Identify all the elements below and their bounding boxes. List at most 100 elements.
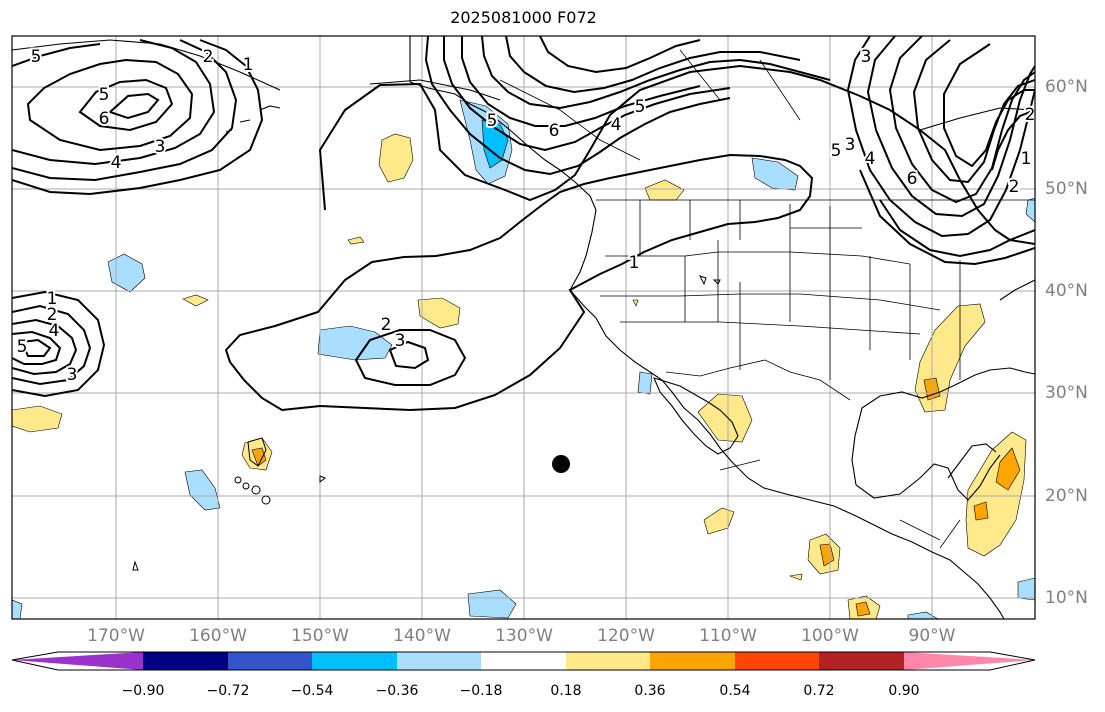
shading-layer xyxy=(12,99,1035,619)
lat-label-30n: 30°N xyxy=(1045,383,1088,403)
contour-bering-7 xyxy=(12,43,101,67)
contour-1-eastpac xyxy=(224,153,814,412)
colorbar-tick-label: 0.18 xyxy=(550,683,582,699)
colorbar-tick-label: −0.54 xyxy=(290,683,334,699)
lat-label-60n: 60°N xyxy=(1045,77,1088,97)
negative-anomaly-area xyxy=(317,325,393,361)
colorbar xyxy=(11,651,1036,671)
positive-anomaly-area xyxy=(697,393,753,443)
contour-label: 1 xyxy=(1021,149,1032,169)
lat-label-20n: 20°N xyxy=(1045,486,1088,506)
contour-alaska-inner-6 xyxy=(539,36,701,74)
contour-1-gulf xyxy=(318,64,1035,245)
colorbar-tick-label: −0.36 xyxy=(375,683,419,699)
contour-label: 1 xyxy=(243,55,254,75)
contour-alaska-inner-3 xyxy=(461,36,701,127)
colorbar-segment xyxy=(566,652,650,670)
positive-anomaly-core xyxy=(855,601,871,617)
colorbar-tick-label: 0.54 xyxy=(719,683,751,699)
storm-position-marker xyxy=(552,455,570,473)
negative-anomaly-area xyxy=(1017,577,1035,601)
lon-label-100w: 100°W xyxy=(801,626,859,646)
contour-bering-3 xyxy=(12,39,216,166)
positive-anomaly-area xyxy=(378,133,414,183)
contour-label: 3 xyxy=(67,365,78,385)
lon-label-130w: 130°W xyxy=(495,626,553,646)
positive-anomaly-area xyxy=(632,299,639,307)
contour-west-low-3 xyxy=(12,318,78,376)
lat-label-40n: 40°N xyxy=(1045,281,1088,301)
contour-label: 5 xyxy=(31,47,42,67)
contour-west-low-5 xyxy=(20,338,52,357)
contour-label: 6 xyxy=(907,169,918,189)
negative-anomaly-area xyxy=(12,599,23,619)
map-title: 2025081000 F072 xyxy=(450,8,597,27)
positive-anomaly-core xyxy=(995,447,1021,491)
lon-label-150w: 150°W xyxy=(291,626,349,646)
positive-anomaly-area xyxy=(788,573,803,581)
contour-alaska-inner-2 xyxy=(443,36,731,152)
contour-lines xyxy=(12,36,1035,412)
contour-label: 6 xyxy=(99,109,110,129)
contour-east-low-1 xyxy=(846,36,1035,238)
contour-west-low-4 xyxy=(12,330,62,365)
contour-label: 5 xyxy=(831,141,842,161)
contour-label: 4 xyxy=(49,321,60,341)
colorbar-segment xyxy=(735,652,819,670)
colorbar-segment xyxy=(12,652,143,670)
contour-label: 2 xyxy=(47,305,58,325)
contour-label: 4 xyxy=(611,115,622,135)
colorbar-segment xyxy=(397,652,481,670)
lon-label-120w: 120°W xyxy=(597,626,655,646)
islands xyxy=(132,275,721,571)
contour-label: 5 xyxy=(487,111,498,131)
contour-2-low xyxy=(354,329,467,386)
contour-label: 2 xyxy=(1025,105,1036,125)
contour-bering-6 xyxy=(108,92,160,120)
colorbar-tick-label: 0.90 xyxy=(888,683,920,699)
positive-anomaly-area xyxy=(644,179,685,201)
colorbar-tick-label: −0.90 xyxy=(121,683,165,699)
colorbar-tick-label: 0.36 xyxy=(634,683,666,699)
lat-label-50n: 50°N xyxy=(1045,179,1088,199)
contour-east-low-7 xyxy=(879,199,1035,258)
colorbar-segment xyxy=(904,652,1035,670)
lon-label-90w: 90°W xyxy=(908,626,956,646)
map-frame xyxy=(11,35,1036,620)
contour-east-low-3 xyxy=(888,36,1035,204)
contour-label: 3 xyxy=(861,47,872,67)
colorbar-tick-label: −0.72 xyxy=(206,683,250,699)
positive-anomaly-area xyxy=(12,405,63,433)
contour-west-low-1 xyxy=(12,290,106,398)
colorbar-segment xyxy=(481,652,566,670)
contour-label: 3 xyxy=(155,137,166,157)
lat-label-10n: 10°N xyxy=(1045,588,1088,608)
negative-anomaly-area xyxy=(907,611,939,619)
positive-anomaly-core xyxy=(973,501,989,521)
contour-east-low-6 xyxy=(991,109,1035,171)
lon-label-140w: 140°W xyxy=(393,626,451,646)
contour-label: 5 xyxy=(17,337,28,357)
colorbar-segment xyxy=(819,652,904,670)
lon-label-110w: 110°W xyxy=(699,626,757,646)
contour-label-group: 5 2 1 5 6 4 3 5 6 4 5 3 5 4 3 6 2 1 1 2 … xyxy=(15,45,1038,387)
positive-anomaly-area xyxy=(182,294,209,307)
contour-bering-2 xyxy=(12,39,238,182)
colorbar-tick-label: −0.18 xyxy=(459,683,503,699)
contour-east-low-2 xyxy=(866,36,1035,218)
colorbar-segment xyxy=(228,652,312,670)
contour-alaska-inner-4 xyxy=(481,36,831,110)
colorbar-segment xyxy=(143,652,228,670)
contour-3-low xyxy=(388,340,430,370)
contour-label: 3 xyxy=(845,135,856,155)
contour-bering-5 xyxy=(78,78,174,132)
lon-label-170w: 170°W xyxy=(87,626,145,646)
contour-alaska-inner-1 xyxy=(424,36,731,176)
contour-label: 5 xyxy=(635,97,646,117)
contour-label: 4 xyxy=(865,149,876,169)
positive-anomaly-area xyxy=(347,236,365,245)
contour-label: 6 xyxy=(549,121,560,141)
negative-anomaly-area xyxy=(107,253,146,293)
contour-alaska-inner-5 xyxy=(505,36,801,94)
